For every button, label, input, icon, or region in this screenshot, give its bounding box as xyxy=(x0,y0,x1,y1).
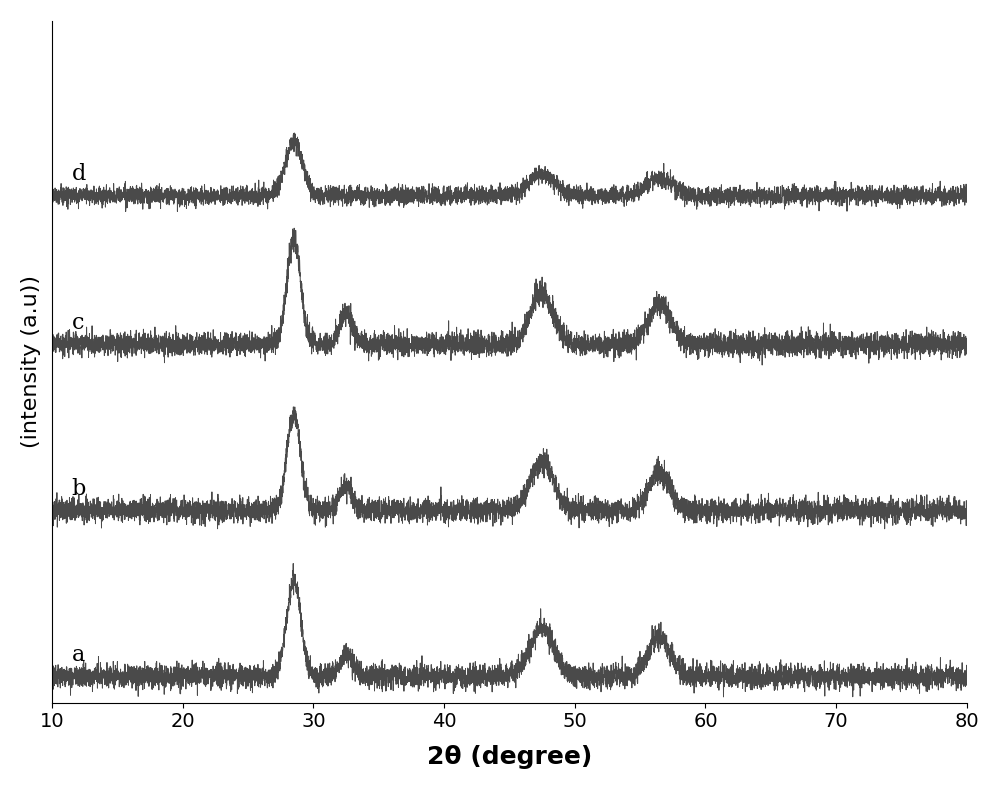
Text: a: a xyxy=(72,644,85,666)
Text: d: d xyxy=(72,164,86,185)
Text: b: b xyxy=(72,478,86,500)
Text: c: c xyxy=(72,312,84,333)
Y-axis label: (intensity (a.u)): (intensity (a.u)) xyxy=(21,275,41,448)
X-axis label: 2θ (degree): 2θ (degree) xyxy=(427,745,592,769)
